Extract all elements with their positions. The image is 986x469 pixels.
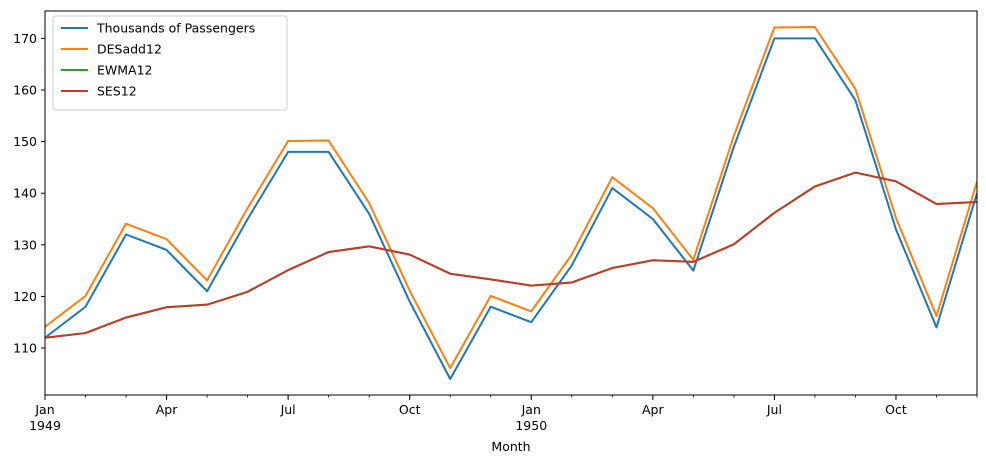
legend-label: Thousands of Passengers [96,21,255,36]
x-tick-year-label: 1949 [29,418,61,433]
y-tick-label: 160 [13,82,37,97]
x-tick-label: Jul [766,402,782,417]
x-tick-label: Jan [34,402,54,417]
legend-label: DESadd12 [97,42,162,57]
plot-border [44,10,978,396]
y-tick-label: 120 [13,289,37,304]
legend: Thousands of Passengers DESadd12 EWMA12 SES… [52,15,288,111]
legend-label: EWMA12 [97,63,153,78]
x-tick-label: Oct [399,402,421,417]
y-tick-label: 110 [13,341,37,356]
series-lines [45,26,977,380]
x-axis-title: Month [491,439,530,454]
x-tick-label: Apr [642,402,664,417]
plot-frame [44,10,978,396]
series-line-ewma12 [45,171,977,339]
x-tick-year-label: 1950 [515,418,547,433]
x-tick-label: Jan [521,402,541,417]
y-tick-label: 170 [13,31,37,46]
x-tick-label: Oct [885,402,907,417]
series-line-ses12 [45,171,977,339]
x-tick-label: Jul [280,402,296,417]
legend-box [52,15,288,111]
legend-label: SES12 [97,84,137,99]
x-tick-label: Apr [156,402,178,417]
y-tick-label: 150 [13,134,37,149]
y-tick-label: 130 [13,237,37,252]
y-tick-label: 140 [13,186,37,201]
series-line-thousands-of-passengers [45,37,977,380]
series-line-desadd12 [45,26,977,370]
